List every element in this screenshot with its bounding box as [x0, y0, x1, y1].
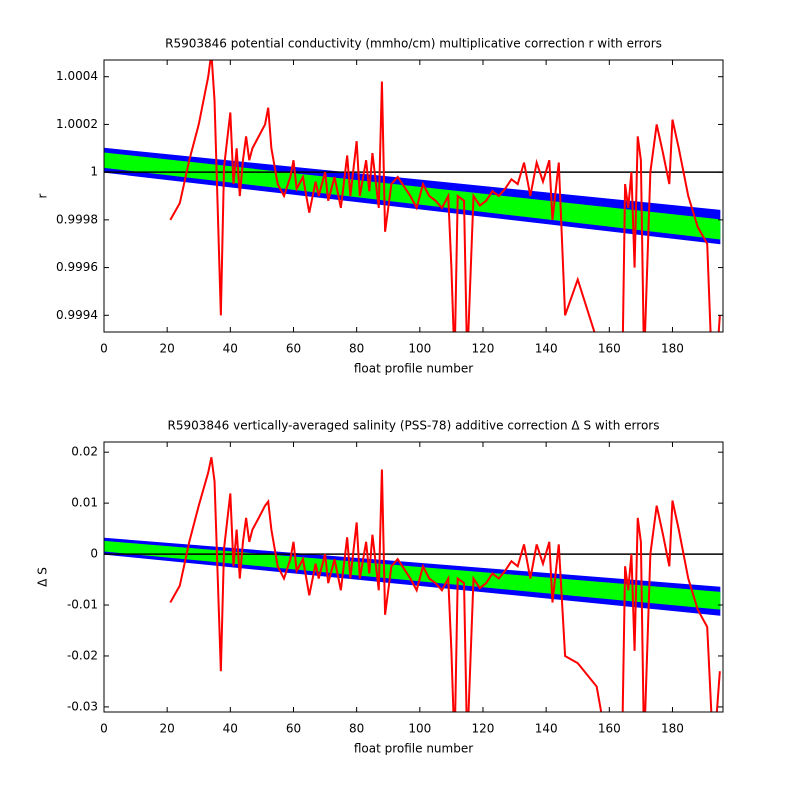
y-tick-label: 0.9994 [56, 308, 98, 322]
x-tick-label: 160 [598, 722, 621, 736]
y-tick-label: -0.02 [67, 648, 98, 662]
y-axis-label: r [36, 193, 50, 198]
chart-title: R5903846 vertically-averaged salinity (P… [168, 419, 660, 433]
x-axis-label: float profile number [354, 362, 473, 376]
error-band [104, 152, 721, 240]
chart-title: R5903846 potential conductivity (mmho/cm… [165, 37, 662, 51]
y-tick-label: 1 [90, 165, 98, 179]
x-tick-label: 120 [472, 722, 495, 736]
x-tick-label: 80 [349, 722, 364, 736]
y-tick-label: 1.0004 [56, 69, 98, 83]
x-tick-label: 0 [100, 342, 108, 356]
x-tick-label: 60 [286, 342, 301, 356]
axes-box [103, 59, 724, 333]
x-tick-label: 20 [160, 342, 175, 356]
x-tick-label: 80 [349, 342, 364, 356]
y-tick-label: 0.9996 [56, 260, 98, 274]
x-tick-label: 100 [408, 342, 431, 356]
x-tick-label: 180 [661, 722, 684, 736]
data-line [169, 60, 721, 332]
plot-layer [104, 60, 723, 332]
y-axis-label: Δ S [36, 567, 50, 587]
axes-box [103, 441, 724, 713]
x-tick-label: 140 [535, 722, 558, 736]
x-tick-label: 0 [100, 722, 108, 736]
y-tick-label: -0.01 [67, 598, 98, 612]
x-tick-label: 40 [223, 342, 238, 356]
y-tick-label: 0 [90, 547, 98, 561]
x-tick-label: 120 [472, 342, 495, 356]
y-tick-label: 1.0002 [56, 117, 98, 131]
y-tick-label: 0.01 [71, 496, 98, 510]
x-tick-label: 160 [598, 342, 621, 356]
y-tick-label: 0.02 [71, 445, 98, 459]
error-band [104, 540, 721, 610]
x-tick-label: 60 [286, 722, 301, 736]
y-tick-label: 0.9998 [56, 212, 98, 226]
x-tick-label: 20 [160, 722, 175, 736]
x-tick-label: 140 [535, 342, 558, 356]
plot-layer [104, 457, 723, 712]
y-tick-label: -0.03 [67, 699, 98, 713]
x-tick-label: 180 [661, 342, 684, 356]
x-axis-label: float profile number [354, 742, 473, 756]
x-tick-label: 40 [223, 722, 238, 736]
data-line [169, 457, 721, 712]
x-tick-label: 100 [408, 722, 431, 736]
